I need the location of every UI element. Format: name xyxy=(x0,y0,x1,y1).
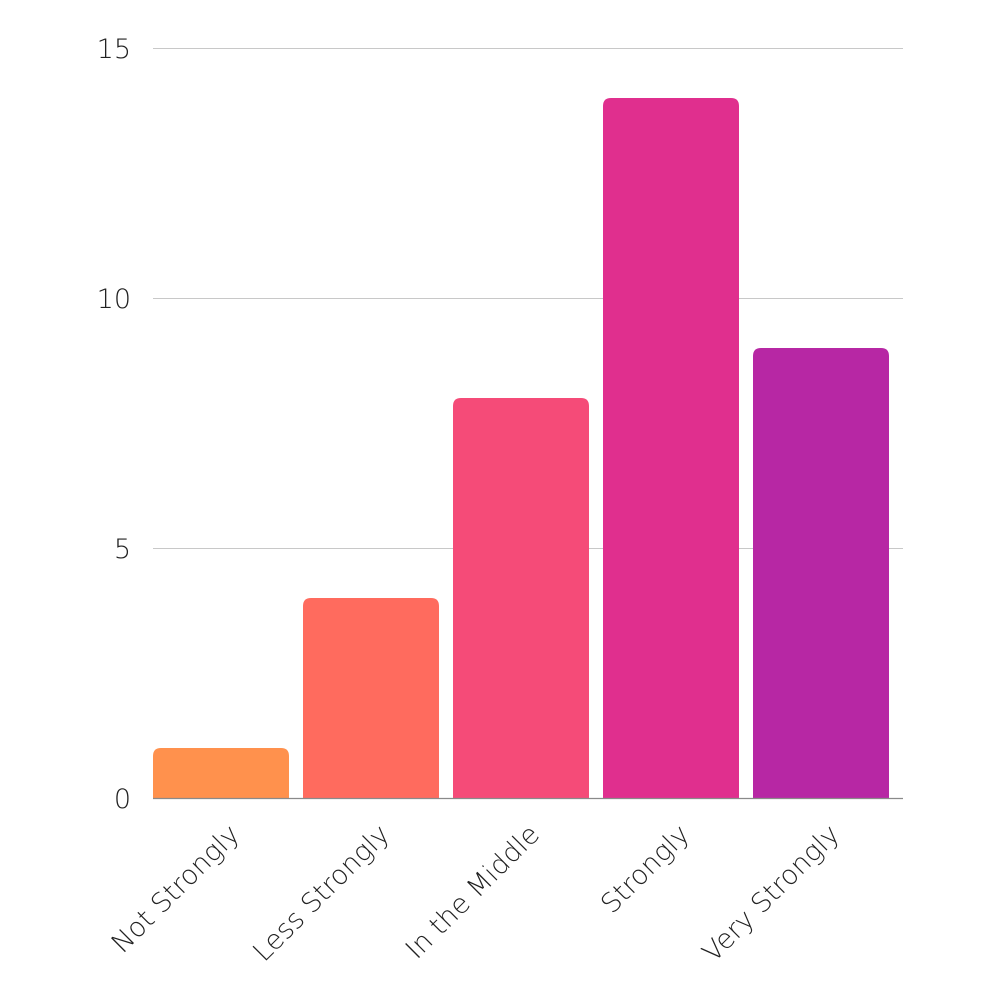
bar-very-strongly xyxy=(753,348,889,798)
y-tick-label: 0 xyxy=(114,784,131,815)
y-tick-label: 5 xyxy=(114,534,131,565)
x-category-label: In the Middle xyxy=(400,819,546,965)
x-category-label: Less Strongly xyxy=(247,819,396,968)
y-tick-label: 15 xyxy=(97,34,131,65)
y-tick-label: 10 xyxy=(97,284,131,315)
x-category-label: Not Strongly xyxy=(106,819,246,959)
bar-in-the-middle xyxy=(453,398,589,798)
bars xyxy=(153,98,889,798)
bar-strongly xyxy=(603,98,739,798)
y-axis-ticks: 0 5 10 15 xyxy=(97,34,131,815)
x-category-label: Strongly xyxy=(595,819,696,920)
bar-not-strongly xyxy=(153,748,289,798)
x-axis-category-labels: Not Strongly Less Strongly In the Middle St… xyxy=(106,819,846,968)
x-category-label: Very Strongly xyxy=(697,819,846,968)
bar-less-strongly xyxy=(303,598,439,798)
